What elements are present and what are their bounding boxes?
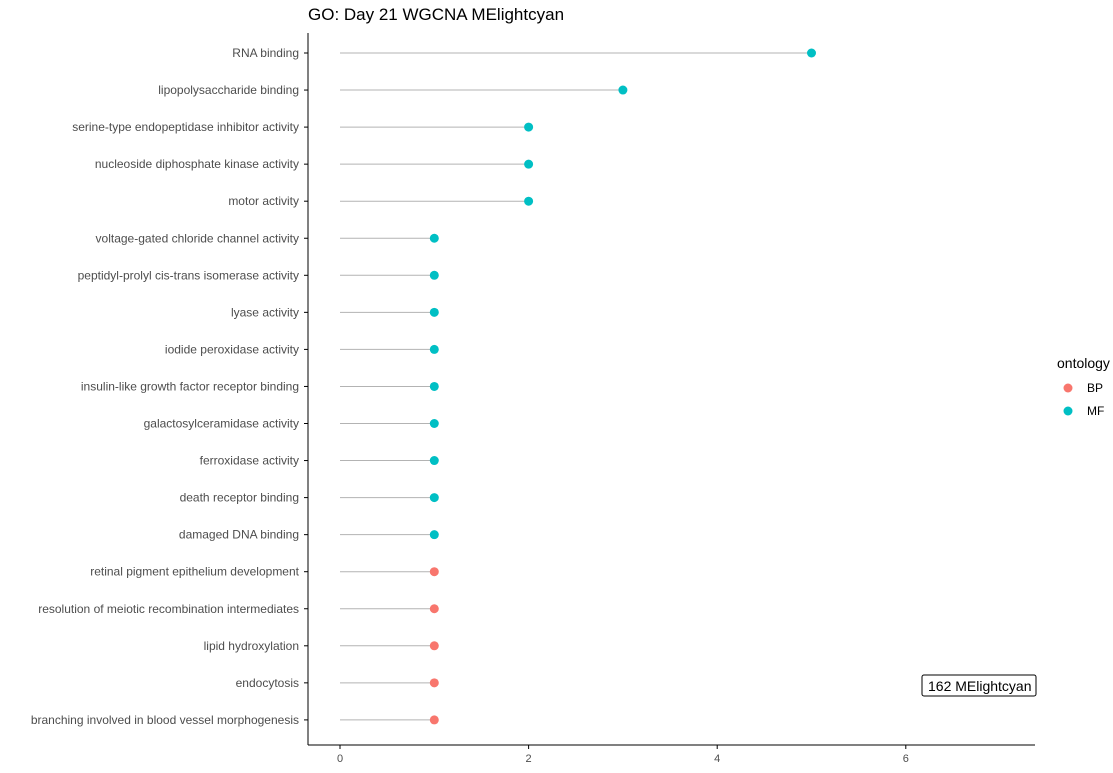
category-labels: RNA binding lipopolysaccharide binding ser… xyxy=(31,46,308,727)
x-tick-label: 0 xyxy=(337,753,343,765)
data-point xyxy=(524,196,534,206)
data-point xyxy=(429,567,439,577)
data-point xyxy=(524,159,534,169)
stems-layer xyxy=(340,52,812,721)
data-point xyxy=(429,419,439,428)
data-point xyxy=(807,48,816,58)
category-label: insulin-like growth factor receptor bind… xyxy=(81,379,299,393)
x-tick-label: 2 xyxy=(526,753,532,765)
legend-title: ontology xyxy=(1057,355,1110,371)
category-label: galactosylceramidase activity xyxy=(144,417,299,431)
category-label: endocytosis xyxy=(236,676,299,690)
points-layer xyxy=(429,48,816,725)
category-label: lipopolysaccharide binding xyxy=(158,83,299,97)
category-label: resolution of meiotic recombination inte… xyxy=(38,602,299,616)
legend: ontology BP MF xyxy=(1057,355,1110,418)
chart-title: GO: Day 21 WGCNA MElightcyan xyxy=(308,5,564,24)
category-label: lipid hydroxylation xyxy=(204,639,299,653)
category-label: ferroxidase activity xyxy=(200,454,299,468)
category-label: branching involved in blood vessel morph… xyxy=(31,713,299,727)
category-label: RNA binding xyxy=(232,46,299,60)
category-label: damaged DNA binding xyxy=(179,528,299,542)
data-point xyxy=(429,715,439,725)
data-point xyxy=(429,604,439,614)
data-point xyxy=(429,530,439,540)
annotation-label: 162 MElightcyan xyxy=(921,674,1037,697)
data-point xyxy=(524,122,534,132)
annotation-text: 162 MElightcyan xyxy=(928,678,1032,694)
data-point xyxy=(429,678,439,688)
legend-label: MF xyxy=(1087,404,1104,418)
data-point xyxy=(429,381,439,391)
category-label: motor activity xyxy=(228,194,299,208)
category-label: peptidyl-prolyl cis-trans isomerase acti… xyxy=(78,268,299,282)
category-label: voltage-gated chloride channel activity xyxy=(96,231,299,245)
data-point xyxy=(429,456,439,466)
legend-label: BP xyxy=(1087,381,1103,395)
data-point xyxy=(429,307,439,317)
category-label: retinal pigment epithelium development xyxy=(90,565,299,579)
x-axis-ticks: 0 2 4 6 xyxy=(337,745,909,765)
category-label: death receptor binding xyxy=(180,491,299,505)
category-label: serine-type endopeptidase inhibitor acti… xyxy=(72,120,299,134)
data-point xyxy=(429,641,439,651)
data-point xyxy=(429,270,439,280)
x-tick-label: 6 xyxy=(903,753,909,765)
data-point xyxy=(429,493,439,503)
data-point xyxy=(429,233,439,243)
annotation-box xyxy=(921,674,1037,697)
x-tick-label: 4 xyxy=(714,753,720,765)
data-point xyxy=(618,85,628,95)
legend-key xyxy=(1063,383,1073,393)
category-label: iodide peroxidase activity xyxy=(165,342,299,356)
category-label: lyase activity xyxy=(231,305,299,319)
category-label: nucleoside diphosphate kinase activity xyxy=(95,157,299,171)
legend-key xyxy=(1063,406,1073,416)
data-point xyxy=(429,344,439,354)
